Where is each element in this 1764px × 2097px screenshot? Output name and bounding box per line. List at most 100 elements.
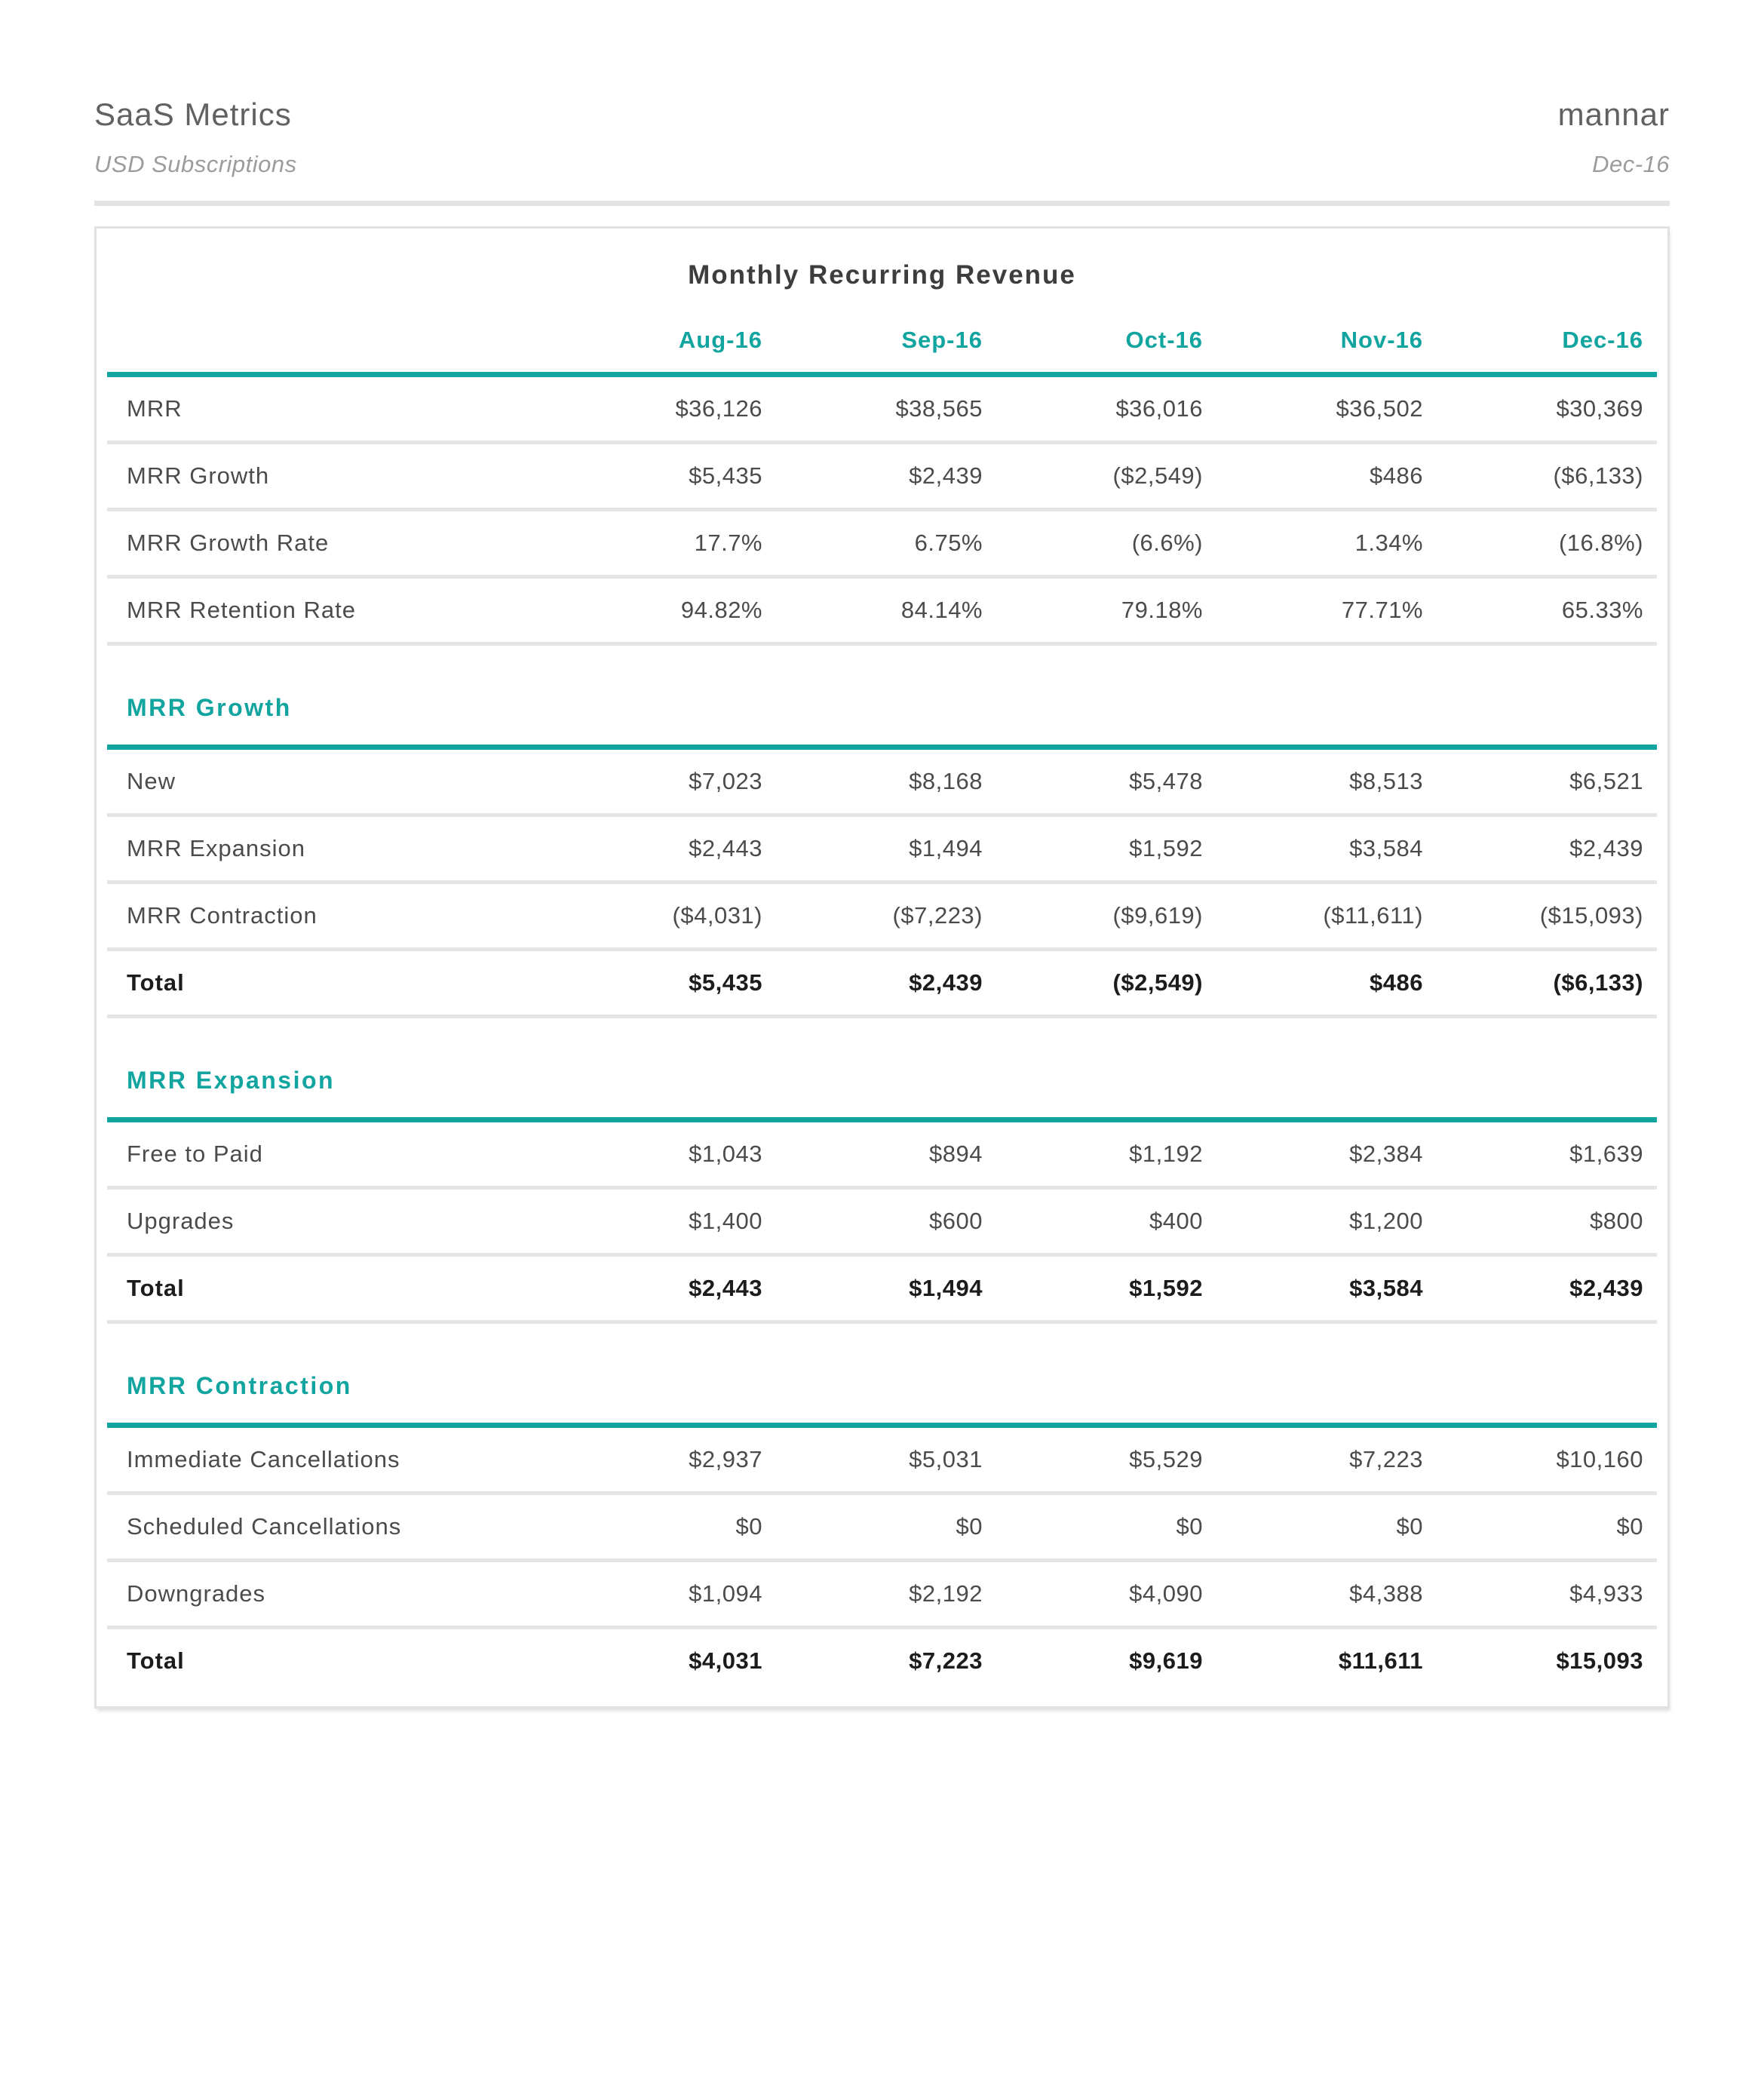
cell-value: $1,043	[556, 1119, 776, 1190]
cell-value: $894	[776, 1119, 996, 1190]
section-mrr-expansion: MRR Expansion Free to Paid $1,043 $894 $1,1…	[107, 1067, 1657, 1324]
summary-table: Aug-16 Sep-16 Oct-16 Nov-16 Dec-16 MRR $3…	[107, 309, 1657, 646]
cell-value: $36,502	[1216, 374, 1437, 444]
row-label: Free to Paid	[107, 1119, 556, 1190]
cell-value: $2,439	[776, 949, 996, 1018]
cell-value: $0	[1437, 1493, 1657, 1562]
cell-value: 1.34%	[1216, 509, 1437, 579]
section-mrr-contraction: MRR Contraction Immediate Cancellations $…	[107, 1372, 1657, 1693]
cell-value: ($7,223)	[776, 882, 996, 951]
metric-row: MRR Expansion $2,443 $1,494 $1,592 $3,584 $2,…	[107, 815, 1657, 884]
cell-value: $10,160	[1437, 1425, 1657, 1495]
cell-value: ($15,093)	[1437, 882, 1657, 951]
cell-value: $5,435	[556, 949, 776, 1018]
row-label: Scheduled Cancellations	[107, 1493, 556, 1562]
section-mrr-growth: MRR Growth New $7,023 $8,168 $5,478 $8,513 $6…	[107, 694, 1657, 1018]
total-row: Total $5,435 $2,439 ($2,549) $486 ($6,133)	[107, 949, 1657, 1018]
cell-value: ($4,031)	[556, 882, 776, 951]
row-label: New	[107, 747, 556, 817]
cell-value: $2,439	[776, 442, 996, 511]
cell-value: $8,513	[1216, 747, 1437, 817]
row-label: MRR Growth	[107, 442, 556, 511]
cell-value: $1,200	[1216, 1187, 1437, 1257]
cell-value: 77.71%	[1216, 576, 1437, 646]
row-label: MRR Contraction	[107, 882, 556, 951]
header-divider	[94, 201, 1670, 206]
section-heading: MRR Growth	[127, 694, 292, 721]
cell-value: $4,031	[689, 1647, 762, 1674]
cell-value: $2,439	[1437, 815, 1657, 884]
section-heading: MRR Expansion	[127, 1067, 336, 1094]
cell-value: $486	[1216, 949, 1437, 1018]
report-panel: Monthly Recurring Revenue Aug-16 Sep-16 …	[94, 226, 1670, 1709]
page-subtitle: USD Subscriptions	[94, 151, 297, 177]
row-label: Downgrades	[107, 1560, 556, 1629]
page-title: SaaS Metrics	[94, 97, 292, 132]
cell-value: $5,478	[996, 747, 1216, 817]
cell-value: $4,090	[996, 1560, 1216, 1629]
cell-value: $0	[996, 1493, 1216, 1562]
row-label: MRR	[107, 374, 556, 444]
section-heading: MRR Contraction	[127, 1372, 352, 1399]
metric-row: Downgrades $1,094 $2,192 $4,090 $4,388 $4,933	[107, 1560, 1657, 1629]
cell-value: ($6,133)	[1437, 949, 1657, 1018]
cell-value: $5,529	[996, 1425, 1216, 1495]
metric-row: MRR $36,126 $38,565 $36,016 $36,502 $30,369	[107, 374, 1657, 444]
row-label: MRR Expansion	[107, 815, 556, 884]
cell-value: $11,611	[1338, 1647, 1423, 1674]
row-label: Total	[107, 1254, 556, 1324]
report-page: SaaS Metrics USD Subscriptions mannar De…	[0, 97, 1764, 1709]
cell-value: $2,384	[1216, 1119, 1437, 1190]
cell-value: $36,126	[556, 374, 776, 444]
cell-value: $4,388	[1216, 1560, 1437, 1629]
cell-value: $7,223	[909, 1647, 983, 1674]
row-label: MRR Growth Rate	[107, 509, 556, 579]
section-table: New $7,023 $8,168 $5,478 $8,513 $6,521 MRR Exp…	[107, 745, 1657, 1018]
cell-value: 84.14%	[776, 576, 996, 646]
cell-value: $5,031	[776, 1425, 996, 1495]
metric-row: Immediate Cancellations $2,937 $5,031 $5,52…	[107, 1425, 1657, 1495]
total-row: Total $2,443 $1,494 $1,592 $3,584 $2,439	[107, 1254, 1657, 1324]
month-column-header: Sep-16	[776, 309, 996, 377]
metric-row: MRR Growth $5,435 $2,439 ($2,549) $486 ($6,13…	[107, 442, 1657, 511]
cell-value: $1,400	[556, 1187, 776, 1257]
cell-value: $2,443	[556, 815, 776, 884]
month-column-header: Oct-16	[996, 309, 1216, 377]
month-column-header: Dec-16	[1437, 309, 1657, 377]
cell-value: 6.75%	[776, 509, 996, 579]
cell-value: $30,369	[1437, 374, 1657, 444]
cell-value: $3,584	[1216, 1254, 1437, 1324]
company-name: mannar	[1557, 97, 1670, 132]
cell-value: $9,619	[1129, 1647, 1203, 1674]
metric-row: Upgrades $1,400 $600 $400 $1,200 $800	[107, 1187, 1657, 1257]
metric-row: MRR Growth Rate 17.7% 6.75% (6.6%) 1.34% (16.…	[107, 509, 1657, 579]
cell-value: $1,494	[776, 1254, 996, 1324]
cell-value: $600	[776, 1187, 996, 1257]
cell-value: $15,093	[1556, 1647, 1643, 1674]
cell-value: ($9,619)	[996, 882, 1216, 951]
cell-value: (16.8%)	[1437, 509, 1657, 579]
month-header-row: Aug-16 Sep-16 Oct-16 Nov-16 Dec-16	[107, 309, 1657, 377]
cell-value: $1,639	[1437, 1119, 1657, 1190]
row-label: Total	[127, 1647, 185, 1674]
report-period: Dec-16	[1592, 151, 1670, 177]
cell-value: $6,521	[1437, 747, 1657, 817]
cell-value: $800	[1437, 1187, 1657, 1257]
cell-value: $2,937	[556, 1425, 776, 1495]
document-header: SaaS Metrics USD Subscriptions mannar De…	[94, 97, 1670, 178]
cell-value: ($2,549)	[996, 949, 1216, 1018]
total-row: Total $4,031 $7,223 $9,619 $11,611 $15,093	[107, 1628, 1657, 1693]
cell-value: $3,584	[1216, 815, 1437, 884]
section-table: Free to Paid $1,043 $894 $1,192 $2,384 $1,639…	[107, 1117, 1657, 1324]
cell-value: $38,565	[776, 374, 996, 444]
cell-value: 79.18%	[996, 576, 1216, 646]
cell-value: $1,494	[776, 815, 996, 884]
cell-value: 17.7%	[556, 509, 776, 579]
row-label: Upgrades	[107, 1187, 556, 1257]
cell-value: $486	[1216, 442, 1437, 511]
month-column-header: Aug-16	[556, 309, 776, 377]
cell-value: $2,192	[776, 1560, 996, 1629]
cell-value: $1,592	[996, 815, 1216, 884]
row-label: Immediate Cancellations	[107, 1425, 556, 1495]
cell-value: $0	[556, 1493, 776, 1562]
